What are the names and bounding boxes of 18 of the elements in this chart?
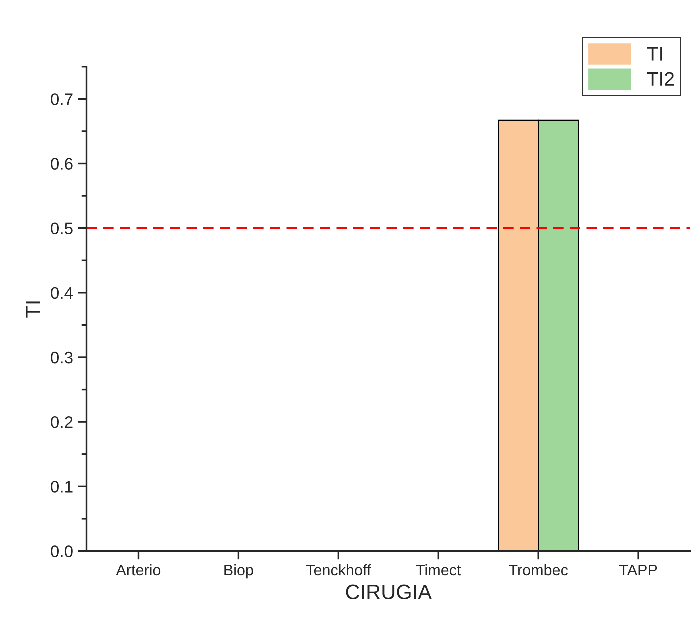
x-tick-label: Tenckhoff xyxy=(306,564,372,576)
y-axis-title: TI xyxy=(26,302,41,318)
y-tick-label: 0.1 xyxy=(51,481,73,493)
x-axis-title: CIRUGIA xyxy=(346,584,432,600)
y-tick-label: 0.2 xyxy=(51,416,73,428)
y-tick-label: 0.7 xyxy=(51,94,73,106)
x-tick-label: Trombec xyxy=(509,564,568,576)
y-tick-label: 0.5 xyxy=(51,222,73,235)
x-tick-label: Arterio xyxy=(116,564,161,576)
y-tick-label: 0.4 xyxy=(51,287,74,300)
legend-label: TI2 xyxy=(647,72,674,86)
x-tick-label: Biop xyxy=(224,564,254,579)
x-tick-label: TAPP xyxy=(620,565,658,576)
y-tick-label: 0.0 xyxy=(51,546,73,558)
y-tick-label: 0.3 xyxy=(51,352,73,364)
legend-label: TI xyxy=(647,47,662,61)
y-tick-label: 0.6 xyxy=(51,158,73,170)
x-tick-label: Timect xyxy=(416,564,462,576)
